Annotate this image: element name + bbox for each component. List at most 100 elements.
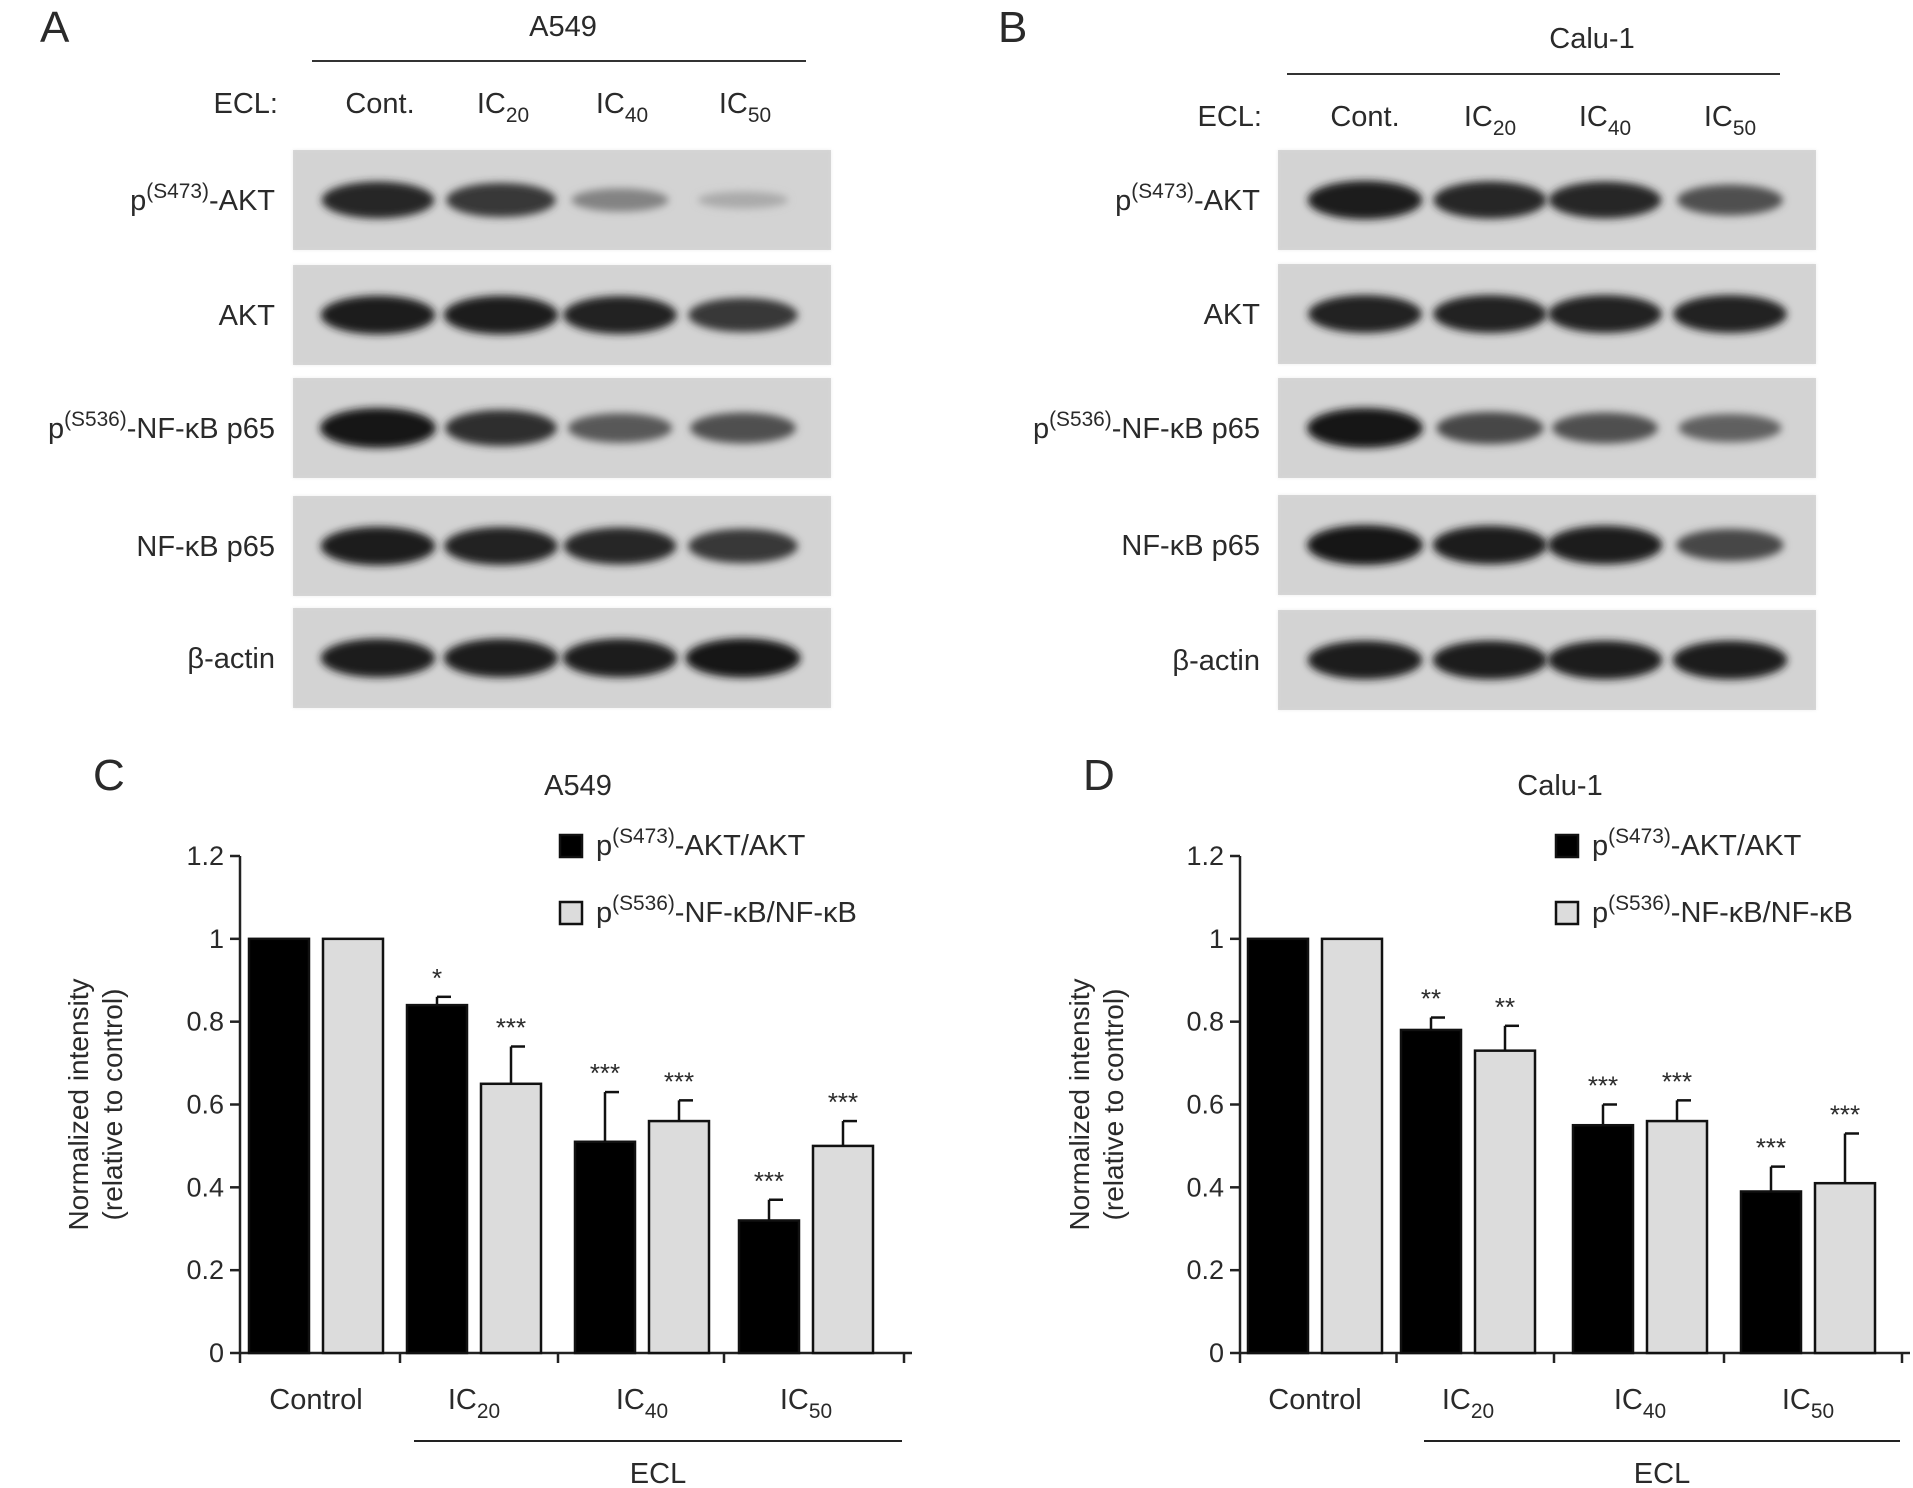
legend-swatch (1554, 900, 1580, 926)
y-axis-label-line2: (relative to control) (97, 989, 128, 1221)
protein-label-post: -NF-κB p65 (127, 413, 275, 445)
category-sub: 50 (1811, 1400, 1834, 1423)
protein-label-post: β-actin (187, 643, 275, 675)
category-sub: 50 (809, 1400, 832, 1423)
protein-label-post: NF-κB p65 (1121, 530, 1260, 562)
category-base: IC (448, 1384, 477, 1416)
protein-band (563, 527, 677, 565)
protein-band (1676, 528, 1784, 562)
y-tick-label: 0.6 (1186, 1090, 1224, 1120)
lane-label-pre: IC (1464, 101, 1493, 133)
y-tick-label: 1.2 (1186, 841, 1224, 871)
category-label: Control (269, 1384, 363, 1416)
chart-title: A549 (544, 770, 612, 802)
blot-strip: β-actin (1172, 610, 1816, 710)
legend-pre: p (596, 897, 612, 929)
protein-band (321, 181, 435, 219)
protein-band (567, 413, 673, 443)
lane-label-pre: IC (477, 88, 506, 120)
blot-strip: p(S536)-NF-κB p65 (48, 378, 831, 478)
y-tick-label: 0.2 (186, 1255, 224, 1285)
protein-label-post: -AKT (209, 185, 275, 217)
protein-band (320, 638, 436, 678)
protein-label: NF-κB p65 (1121, 530, 1260, 562)
protein-band (1547, 640, 1663, 680)
y-axis-label: Normalized intensity (relative to control… (63, 978, 128, 1230)
bar-chart-C: C A549 Normalized intensity (relative to co… (63, 751, 912, 1488)
lane-label-pre: Cont. (1330, 101, 1399, 133)
y-tick-label: 0.8 (1186, 1007, 1224, 1037)
category-base: IC (1782, 1384, 1811, 1416)
category-base: IC (1614, 1384, 1643, 1416)
protein-label-post: NF-κB p65 (136, 531, 275, 563)
protein-band (443, 295, 559, 335)
protein-band (1307, 180, 1423, 220)
significance-marker: *** (1588, 1071, 1618, 1101)
bar (1645, 1119, 1709, 1355)
protein-band (685, 638, 801, 678)
significance-marker: *** (754, 1166, 784, 1196)
lane-label-pre: IC (1704, 101, 1733, 133)
bar (1320, 937, 1384, 1355)
lane-label-sub: 20 (1493, 117, 1516, 140)
significance-marker: *** (496, 1013, 526, 1043)
category-label: IC50 (1782, 1384, 1834, 1423)
y-tick-label: 1 (209, 924, 224, 954)
protein-label: p(S473)-AKT (1115, 180, 1260, 217)
protein-band (1672, 640, 1788, 680)
protein-label-post: AKT (219, 300, 276, 332)
lane-label: IC50 (1704, 101, 1756, 140)
protein-band (446, 182, 556, 218)
lane-label-sub: 50 (748, 104, 771, 127)
lane-label-pre: IC (596, 88, 625, 120)
chart-title: Calu-1 (1517, 770, 1602, 802)
protein-band (1433, 295, 1547, 333)
bar (479, 1082, 543, 1355)
legend-label: p(S536)-NF-κB/NF-κB (596, 892, 857, 929)
bar (1473, 1049, 1537, 1355)
bar (811, 1144, 875, 1355)
significance-marker: *** (664, 1066, 694, 1096)
blot-strip: NF-κB p65 (136, 496, 831, 596)
bar (1246, 937, 1310, 1355)
protein-band (563, 296, 677, 334)
category-sub: 20 (477, 1400, 500, 1423)
legend-sup: (S473) (612, 825, 675, 848)
legend-post: -AKT/AKT (1671, 830, 1802, 862)
protein-band (690, 412, 796, 444)
significance-marker: ** (1495, 992, 1515, 1022)
bar (1571, 1123, 1635, 1355)
protein-band (1677, 184, 1783, 216)
legend-swatch (558, 900, 584, 926)
ecl-label: ECL: (214, 88, 278, 120)
ecl-group-label: ECL (1634, 1458, 1690, 1488)
bar-chart-D: D Calu-1 Normalized intensity (relative to … (1064, 751, 1910, 1488)
lane-label: IC40 (1579, 101, 1631, 140)
bar (647, 1119, 711, 1355)
blot-strip: AKT (219, 265, 831, 365)
significance-marker: *** (590, 1058, 620, 1088)
protein-band (1548, 181, 1662, 219)
lane-label: IC40 (596, 88, 648, 127)
protein-band (571, 188, 669, 212)
lane-label: IC20 (477, 88, 529, 127)
protein-label-post: -AKT (1194, 185, 1260, 217)
y-tick-label: 0.2 (1186, 1255, 1224, 1285)
blot-strip: AKT (1204, 264, 1816, 364)
legend-sup: (S536) (612, 892, 675, 915)
protein-label: β-actin (1172, 645, 1260, 677)
panel-letter: C (93, 751, 125, 800)
protein-label: AKT (219, 300, 276, 332)
protein-band (688, 528, 798, 564)
category-base: IC (1442, 1384, 1471, 1416)
y-tick-label: 0.4 (186, 1172, 224, 1202)
protein-label-post: AKT (1204, 299, 1261, 331)
blot-strip: p(S473)-AKT (130, 150, 831, 250)
panel-letter: A (40, 3, 70, 52)
protein-band (1552, 412, 1658, 444)
protein-band (1673, 295, 1787, 333)
protein-band (1432, 525, 1548, 565)
protein-label: p(S536)-NF-κB p65 (1033, 408, 1260, 445)
category-sub: 40 (645, 1400, 668, 1423)
